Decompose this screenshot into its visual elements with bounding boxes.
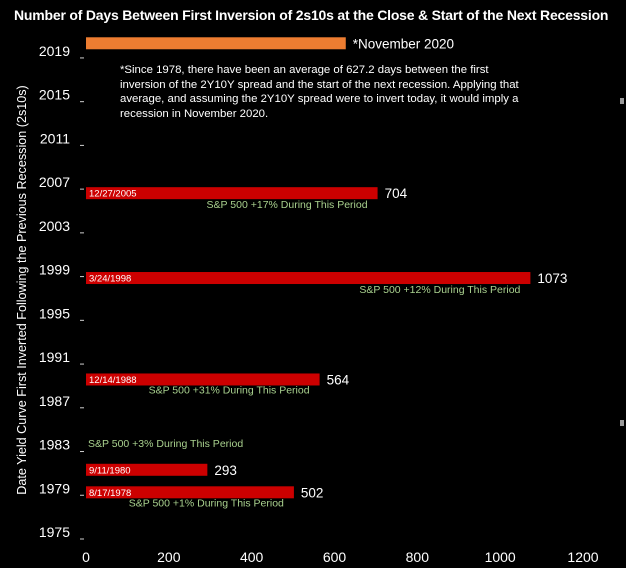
bar — [86, 37, 346, 50]
x-tick-label: 1000 — [485, 549, 516, 565]
projection-annotation: *Since 1978, there have been an average … — [120, 64, 519, 120]
y-tick-label: 1975 — [39, 524, 70, 540]
bar-start-date-label: 12/14/1988 — [89, 375, 137, 386]
bar-value-label: *November 2020 — [353, 36, 454, 51]
bar-start-date-label: 9/11/1980 — [89, 465, 131, 476]
y-tick-label: 2015 — [39, 87, 70, 103]
bar-value-label: 293 — [214, 463, 237, 478]
bar — [86, 373, 320, 386]
y-axis-title: Date Yield Curve First Inverted Followin… — [15, 85, 29, 494]
bar-start-date-label: 12/27/2005 — [89, 189, 137, 200]
y-tick-label: 2007 — [39, 174, 70, 190]
bar — [86, 463, 208, 476]
bar-start-date-label: 3/24/1998 — [89, 274, 131, 285]
y-tick-label: 2019 — [39, 43, 70, 59]
bar-period-note: S&P 500 +3% During This Period — [88, 438, 243, 450]
bar-value-label: 704 — [385, 186, 408, 201]
bar — [86, 187, 378, 200]
bar-value-label: 502 — [301, 485, 324, 500]
bar — [86, 486, 294, 499]
y-tick-label: 1983 — [39, 437, 70, 453]
x-tick-label: 400 — [240, 549, 264, 565]
bar-period-note: S&P 500 +31% During This Period — [149, 384, 310, 396]
x-tick-label: 200 — [157, 549, 181, 565]
bar-period-note: S&P 500 +17% During This Period — [207, 199, 368, 211]
x-tick-label: 600 — [323, 549, 347, 565]
x-tick-label: 0 — [82, 549, 90, 565]
y-tick-label: 2011 — [40, 130, 70, 146]
bar-period-note: S&P 500 +12% During This Period — [359, 284, 520, 296]
y-tick-label: 2003 — [39, 218, 70, 234]
bar — [86, 272, 531, 285]
y-tick-label: 1987 — [39, 393, 70, 409]
chart-title: Number of Days Between First Inversion o… — [14, 7, 609, 23]
edge-marker — [620, 98, 624, 104]
bar-value-label: 564 — [327, 372, 350, 387]
bar-start-date-label: 8/17/1978 — [89, 488, 131, 499]
y-tick-label: 1999 — [39, 262, 70, 278]
bar-period-note: S&P 500 +1% During This Period — [129, 497, 284, 509]
x-tick-label: 1200 — [567, 549, 598, 565]
y-tick-label: 1991 — [39, 349, 70, 365]
y-tick-label: 1995 — [39, 305, 70, 321]
edge-marker — [620, 420, 624, 426]
x-tick-label: 800 — [406, 549, 430, 565]
y-tick-label: 1979 — [39, 480, 70, 496]
bar-value-label: 1073 — [537, 271, 567, 286]
